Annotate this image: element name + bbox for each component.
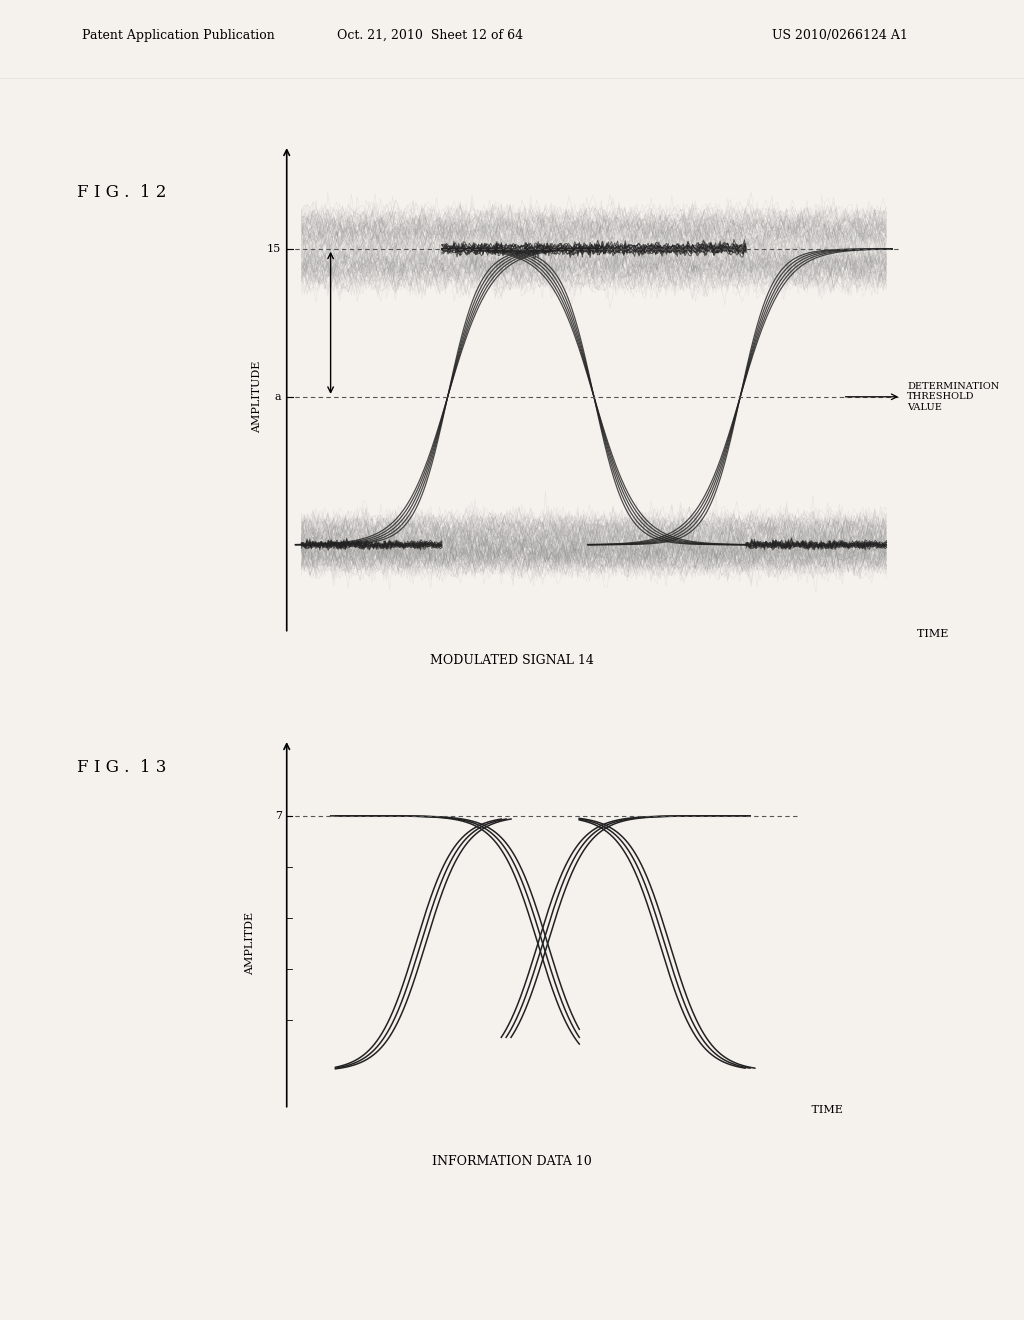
- Text: US 2010/0266124 A1: US 2010/0266124 A1: [772, 29, 907, 42]
- Text: TIME: TIME: [809, 1105, 844, 1114]
- Text: INFORMATION DATA 10: INFORMATION DATA 10: [432, 1155, 592, 1168]
- Text: Patent Application Publication: Patent Application Publication: [82, 29, 274, 42]
- Text: Oct. 21, 2010  Sheet 12 of 64: Oct. 21, 2010 Sheet 12 of 64: [337, 29, 523, 42]
- Text: DETERMINATION
THRESHOLD
VALUE: DETERMINATION THRESHOLD VALUE: [907, 381, 999, 412]
- Text: F I G .  1 2: F I G . 1 2: [77, 185, 166, 201]
- Text: a: a: [274, 392, 281, 401]
- Text: 15: 15: [266, 244, 281, 253]
- Text: AMPLITDE: AMPLITDE: [245, 912, 255, 975]
- Text: AMPLITUDE: AMPLITUDE: [253, 360, 262, 433]
- Text: TIME: TIME: [910, 628, 948, 639]
- Text: F I G .  1 3: F I G . 1 3: [77, 759, 166, 776]
- Text: 7: 7: [274, 810, 282, 821]
- Text: MODULATED SIGNAL 14: MODULATED SIGNAL 14: [430, 653, 594, 667]
